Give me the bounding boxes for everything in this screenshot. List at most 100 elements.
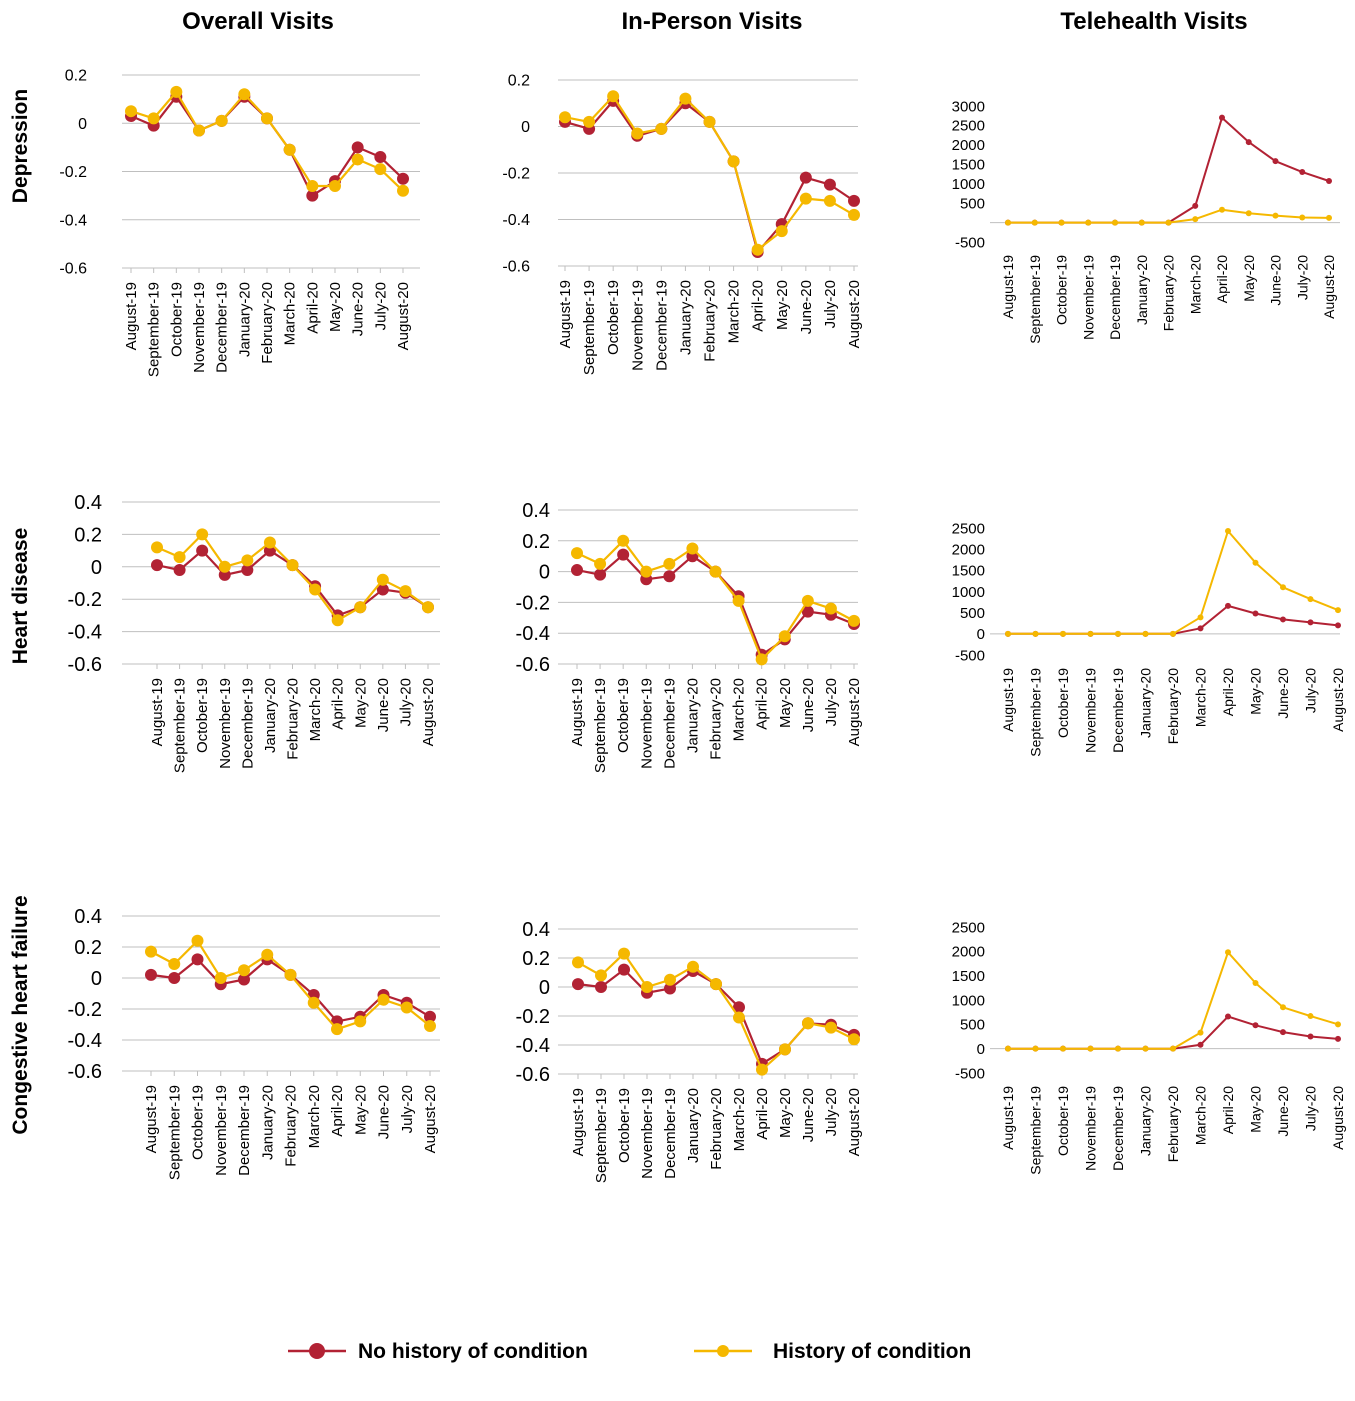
data-point [1307, 596, 1314, 603]
data-point [1272, 212, 1279, 219]
y-tick-label: 0.4 [522, 500, 550, 522]
y-tick-label: 0 [539, 562, 550, 584]
data-point [1280, 1004, 1286, 1011]
chart-heart-disease-telehealth-visits: 2500 2000 1500 1000 500 0 -500 August-19 Septemb… [952, 520, 1346, 756]
x-tick-label: June-20 [1268, 255, 1284, 306]
x-tick-label: April-20 [329, 1085, 346, 1137]
data-point [687, 960, 699, 973]
y-tick-label: 2000 [952, 944, 985, 961]
x-tick-label: April-20 [750, 280, 767, 332]
x-tick-label: April-20 [330, 678, 347, 730]
legend-no-history-swatch-marker [309, 1343, 325, 1359]
data-point [801, 594, 814, 607]
data-point [1225, 949, 1231, 956]
y-tick-label: -0.4 [68, 622, 102, 644]
x-tick-label: January-20 [685, 1088, 702, 1163]
y-tick-label: -0.6 [68, 654, 102, 676]
y-tick-label: -0.4 [516, 1035, 550, 1057]
x-tick-label: January-20 [1138, 1086, 1154, 1156]
chart-depression-telehealth-visits: 3000 2500 2000 1500 1000 500 -500 August-19 Sept… [952, 98, 1340, 344]
row-title-depression: Depression [9, 89, 32, 203]
data-point [1197, 1041, 1204, 1048]
x-tick-label: August-19 [1000, 1086, 1016, 1150]
x-tick-label: March-20 [726, 280, 743, 343]
x-tick-label: December-19 [653, 280, 670, 371]
data-point [779, 1043, 791, 1056]
data-point [1280, 616, 1286, 623]
x-tick-label: November-19 [1083, 668, 1099, 753]
data-point [802, 1017, 814, 1030]
x-tick-label: August-19 [1000, 668, 1016, 732]
data-point [1138, 219, 1145, 226]
data-point [151, 559, 163, 572]
data-point [1252, 979, 1259, 986]
data-point [733, 1001, 745, 1014]
data-point [331, 614, 344, 627]
x-tick-label: December-19 [661, 678, 678, 769]
data-point [168, 972, 181, 984]
x-tick-label: December-19 [1107, 255, 1123, 340]
data-point [399, 585, 412, 598]
x-tick-label: June-20 [798, 280, 815, 334]
y-tick-label: -0.2 [502, 166, 530, 183]
data-point [1060, 1045, 1066, 1052]
x-tick-label: August-20 [420, 678, 437, 746]
y-tick-label: -0.6 [59, 261, 87, 278]
y-tick-label: 0.4 [522, 919, 550, 941]
x-tick-label: December-19 [239, 678, 256, 769]
data-point [1005, 1045, 1011, 1052]
x-tick-label: February-20 [1165, 668, 1181, 744]
legend: No history of condition History of condi… [288, 1340, 971, 1363]
data-point [755, 653, 768, 666]
data-point [1197, 625, 1204, 632]
data-point [1087, 1045, 1094, 1052]
x-tick-label: December-19 [236, 1085, 253, 1176]
data-point [571, 547, 583, 560]
data-point [145, 968, 157, 981]
column-title-telehealth: Telehealth Visits [1060, 8, 1247, 35]
series-no-history [145, 953, 436, 1028]
data-point [286, 559, 299, 572]
data-point [147, 112, 160, 125]
data-point [193, 124, 205, 137]
y-tick-label: 0.2 [522, 948, 550, 970]
x-tick-label: February-20 [259, 282, 276, 364]
x-tick-label: August-20 [1321, 255, 1337, 319]
x-tick-label: April-20 [304, 282, 321, 334]
data-point [559, 111, 571, 124]
x-tick-label: September-19 [581, 280, 598, 375]
data-point [1031, 219, 1038, 226]
data-point [703, 115, 716, 128]
y-tick-label: -0.2 [68, 999, 102, 1021]
x-tick-label: August-20 [422, 1085, 439, 1153]
data-point [1225, 527, 1231, 534]
data-point [238, 964, 250, 977]
data-point [595, 969, 607, 982]
series-history [559, 90, 860, 256]
data-point [351, 153, 364, 166]
data-point [1142, 630, 1149, 637]
y-tick-label: -0.4 [502, 212, 530, 229]
data-point [1219, 114, 1225, 121]
data-point [663, 557, 676, 570]
x-tick-label: November-19 [217, 678, 234, 769]
y-tick-label: 2500 [952, 520, 985, 537]
y-tick-label: 500 [960, 195, 985, 212]
x-tick-label: April-20 [1220, 1086, 1236, 1134]
data-point [733, 1011, 745, 1024]
data-point [572, 978, 584, 991]
x-tick-label: December-19 [214, 282, 231, 373]
x-tick-label: January-20 [684, 678, 701, 753]
x-tick-label: September-19 [1028, 668, 1044, 757]
series-history [1005, 527, 1341, 637]
data-point [1115, 630, 1121, 637]
chart-heart-disease-overall-visits: 0.4 0.2 0 -0.2 -0.4 -0.6 August-19 September-19… [68, 492, 440, 773]
x-tick-label: January-20 [259, 1085, 276, 1160]
data-point [1170, 630, 1176, 637]
x-tick-label: October-19 [1055, 668, 1071, 738]
y-tick-label: 1500 [952, 563, 985, 580]
data-point [1142, 1045, 1149, 1052]
row-title-congestive-heart-failure: Congestive heart failure [9, 895, 32, 1134]
x-tick-label: October-19 [615, 678, 632, 753]
data-point [1307, 1033, 1314, 1040]
